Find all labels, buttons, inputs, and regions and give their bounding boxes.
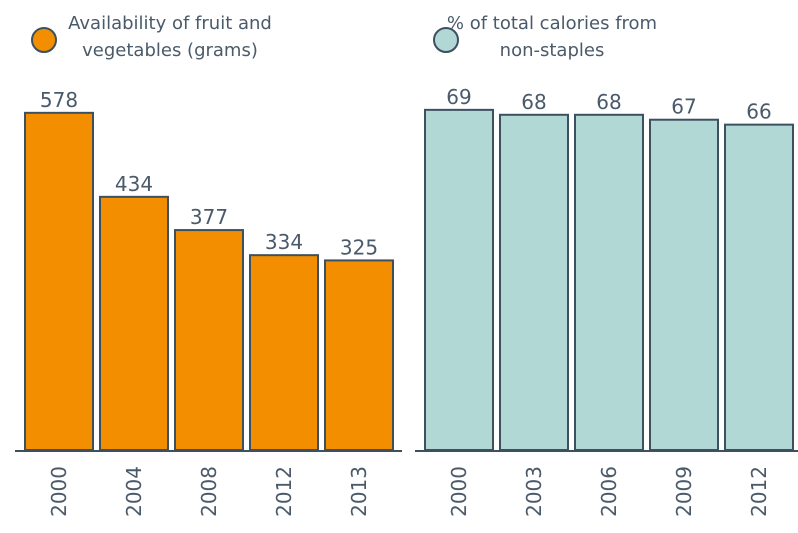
bar xyxy=(499,113,569,452)
x-tick-label: 2012 xyxy=(747,466,771,517)
value-label: 325 xyxy=(340,235,378,259)
x-tick-label: 2004 xyxy=(122,466,146,517)
value-label: 69 xyxy=(446,85,471,109)
bar xyxy=(649,118,719,451)
bar xyxy=(24,111,94,451)
value-label: 68 xyxy=(521,90,546,114)
bar xyxy=(324,259,394,451)
x-tick-label: 2000 xyxy=(447,466,471,517)
x-tick-label: 2008 xyxy=(197,466,221,517)
bar xyxy=(574,113,644,452)
x-tick-label: 2006 xyxy=(597,466,621,517)
bar xyxy=(249,254,319,451)
value-label: 434 xyxy=(115,172,153,196)
x-tick-label: 2013 xyxy=(347,466,371,517)
x-tick-label: 2009 xyxy=(672,466,696,517)
x-tick-label: 2003 xyxy=(522,466,546,517)
legend-marker xyxy=(31,27,57,53)
value-label: 67 xyxy=(671,95,696,119)
value-label: 377 xyxy=(190,205,228,229)
bar xyxy=(724,123,794,451)
bar xyxy=(424,108,494,451)
legend-label: % of total calories from non-staples xyxy=(446,13,658,61)
bar xyxy=(99,195,169,451)
value-label: 578 xyxy=(40,88,78,112)
legend-marker xyxy=(433,27,459,53)
bar xyxy=(174,229,244,451)
value-label: 334 xyxy=(265,230,303,254)
value-label: 68 xyxy=(596,90,621,114)
value-label: 66 xyxy=(746,100,771,124)
legend-label: Availability of fruit and vegetables (gr… xyxy=(68,13,272,61)
x-tick-label: 2012 xyxy=(272,466,296,517)
x-tick-label: 2000 xyxy=(47,466,71,517)
